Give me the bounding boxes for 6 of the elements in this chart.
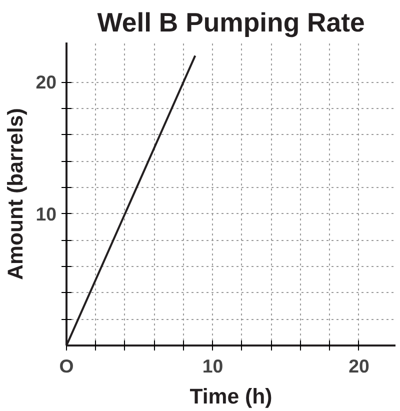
x-tick-label: O <box>59 356 74 376</box>
chart-title: Well B Pumping Rate <box>97 8 365 38</box>
x-tick-label: 10 <box>202 356 224 376</box>
x-tick-label: 20 <box>348 356 370 376</box>
y-axis-title: Amount (barrels) <box>4 108 28 280</box>
x-axis-title: Time (h) <box>190 384 272 408</box>
